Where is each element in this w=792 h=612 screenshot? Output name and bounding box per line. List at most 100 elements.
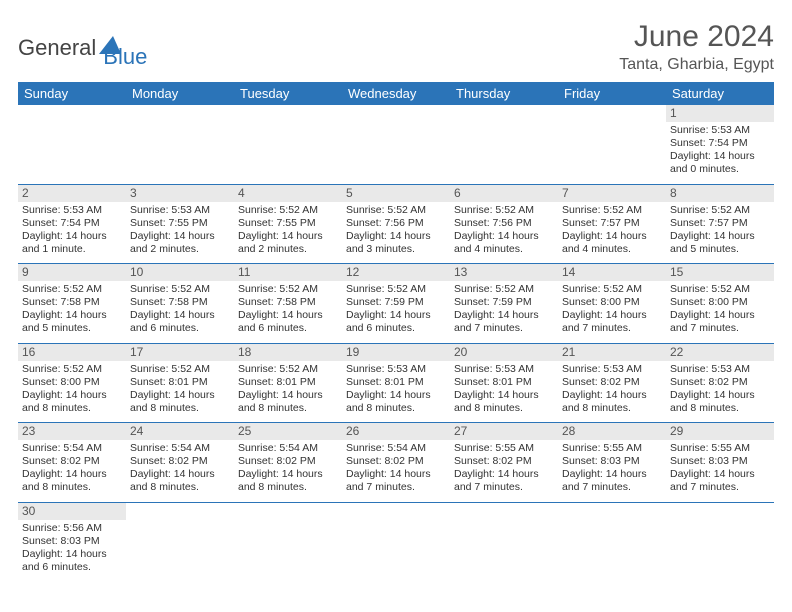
day-cell (666, 520, 774, 582)
sunset: Sunset: 7:54 PM (670, 137, 770, 150)
daylight-line1: Daylight: 14 hours (238, 468, 338, 481)
header: General Blue June 2024 Tanta, Gharbia, E… (18, 20, 774, 74)
day-cell: Sunrise: 5:54 AMSunset: 8:02 PMDaylight:… (234, 440, 342, 502)
daylight-line1: Daylight: 14 hours (22, 389, 122, 402)
week-row: Sunrise: 5:52 AMSunset: 7:58 PMDaylight:… (18, 281, 774, 343)
day-cell: Sunrise: 5:52 AMSunset: 7:57 PMDaylight:… (558, 202, 666, 264)
sunset: Sunset: 7:56 PM (454, 217, 554, 230)
daylight-line2: and 7 minutes. (562, 322, 662, 335)
daylight-line1: Daylight: 14 hours (670, 389, 770, 402)
sunrise: Sunrise: 5:55 AM (670, 442, 770, 455)
sunset: Sunset: 7:59 PM (454, 296, 554, 309)
sunset: Sunset: 8:01 PM (346, 376, 446, 389)
daylight-line1: Daylight: 14 hours (346, 389, 446, 402)
day-cell (450, 122, 558, 184)
sunrise: Sunrise: 5:52 AM (130, 363, 230, 376)
daylight-line1: Daylight: 14 hours (130, 309, 230, 322)
day-number: 28 (558, 423, 666, 441)
daylight-line1: Daylight: 14 hours (346, 230, 446, 243)
week-row: Sunrise: 5:53 AMSunset: 7:54 PMDaylight:… (18, 122, 774, 184)
day-cell: Sunrise: 5:55 AMSunset: 8:02 PMDaylight:… (450, 440, 558, 502)
day-cell: Sunrise: 5:53 AMSunset: 8:01 PMDaylight:… (450, 361, 558, 423)
weekday-header: Sunday (18, 82, 126, 105)
sunset: Sunset: 7:58 PM (238, 296, 338, 309)
sunrise: Sunrise: 5:54 AM (22, 442, 122, 455)
sunset: Sunset: 7:57 PM (670, 217, 770, 230)
week-row: Sunrise: 5:54 AMSunset: 8:02 PMDaylight:… (18, 440, 774, 502)
day-cell: Sunrise: 5:52 AMSunset: 8:01 PMDaylight:… (126, 361, 234, 423)
sunset: Sunset: 7:54 PM (22, 217, 122, 230)
daynum-row: 23242526272829 (18, 423, 774, 441)
weekday-header: Friday (558, 82, 666, 105)
day-number: 12 (342, 264, 450, 282)
daylight-line1: Daylight: 14 hours (238, 389, 338, 402)
day-number: 18 (234, 343, 342, 361)
daylight-line2: and 7 minutes. (670, 322, 770, 335)
sunrise: Sunrise: 5:53 AM (670, 363, 770, 376)
day-number (558, 105, 666, 122)
daylight-line1: Daylight: 14 hours (238, 309, 338, 322)
day-number (126, 502, 234, 520)
sunrise: Sunrise: 5:56 AM (22, 522, 122, 535)
sunrise: Sunrise: 5:53 AM (22, 204, 122, 217)
day-cell (342, 520, 450, 582)
day-number: 25 (234, 423, 342, 441)
sunrise: Sunrise: 5:52 AM (454, 204, 554, 217)
day-number: 2 (18, 184, 126, 202)
sunset: Sunset: 8:00 PM (562, 296, 662, 309)
day-cell: Sunrise: 5:52 AMSunset: 7:59 PMDaylight:… (342, 281, 450, 343)
sunrise: Sunrise: 5:52 AM (238, 283, 338, 296)
daylight-line1: Daylight: 14 hours (346, 468, 446, 481)
day-cell: Sunrise: 5:54 AMSunset: 8:02 PMDaylight:… (126, 440, 234, 502)
daylight-line2: and 4 minutes. (454, 243, 554, 256)
day-number: 23 (18, 423, 126, 441)
day-number: 13 (450, 264, 558, 282)
daylight-line1: Daylight: 14 hours (562, 389, 662, 402)
day-cell (558, 122, 666, 184)
daylight-line2: and 6 minutes. (130, 322, 230, 335)
daylight-line2: and 3 minutes. (346, 243, 446, 256)
day-number: 3 (126, 184, 234, 202)
day-number: 20 (450, 343, 558, 361)
daylight-line2: and 7 minutes. (670, 481, 770, 494)
daylight-line2: and 2 minutes. (238, 243, 338, 256)
location: Tanta, Gharbia, Egypt (619, 56, 774, 74)
day-cell: Sunrise: 5:54 AMSunset: 8:02 PMDaylight:… (342, 440, 450, 502)
daylight-line1: Daylight: 14 hours (130, 389, 230, 402)
sunset: Sunset: 7:55 PM (238, 217, 338, 230)
daylight-line1: Daylight: 14 hours (130, 468, 230, 481)
day-cell: Sunrise: 5:52 AMSunset: 7:58 PMDaylight:… (18, 281, 126, 343)
daylight-line1: Daylight: 14 hours (22, 548, 122, 561)
sunrise: Sunrise: 5:52 AM (454, 283, 554, 296)
day-number (558, 502, 666, 520)
day-cell: Sunrise: 5:55 AMSunset: 8:03 PMDaylight:… (558, 440, 666, 502)
daylight-line2: and 8 minutes. (238, 481, 338, 494)
daylight-line2: and 5 minutes. (670, 243, 770, 256)
day-number: 19 (342, 343, 450, 361)
day-number: 26 (342, 423, 450, 441)
sunrise: Sunrise: 5:52 AM (22, 363, 122, 376)
sunset: Sunset: 7:58 PM (130, 296, 230, 309)
day-cell: Sunrise: 5:52 AMSunset: 8:00 PMDaylight:… (18, 361, 126, 423)
day-number: 10 (126, 264, 234, 282)
sunrise: Sunrise: 5:54 AM (346, 442, 446, 455)
day-cell: Sunrise: 5:54 AMSunset: 8:02 PMDaylight:… (18, 440, 126, 502)
sunset: Sunset: 8:03 PM (670, 455, 770, 468)
sunset: Sunset: 8:02 PM (130, 455, 230, 468)
daylight-line2: and 8 minutes. (454, 402, 554, 415)
week-row: Sunrise: 5:56 AMSunset: 8:03 PMDaylight:… (18, 520, 774, 582)
day-cell (18, 122, 126, 184)
weekday-header-row: Sunday Monday Tuesday Wednesday Thursday… (18, 82, 774, 105)
sunrise: Sunrise: 5:52 AM (238, 204, 338, 217)
day-number (342, 105, 450, 122)
day-number: 21 (558, 343, 666, 361)
day-number: 24 (126, 423, 234, 441)
sunset: Sunset: 8:02 PM (22, 455, 122, 468)
daylight-line2: and 5 minutes. (22, 322, 122, 335)
sunset: Sunset: 8:03 PM (562, 455, 662, 468)
day-cell: Sunrise: 5:52 AMSunset: 7:56 PMDaylight:… (450, 202, 558, 264)
daylight-line2: and 8 minutes. (670, 402, 770, 415)
day-number: 27 (450, 423, 558, 441)
sunset: Sunset: 7:56 PM (346, 217, 446, 230)
day-cell: Sunrise: 5:56 AMSunset: 8:03 PMDaylight:… (18, 520, 126, 582)
